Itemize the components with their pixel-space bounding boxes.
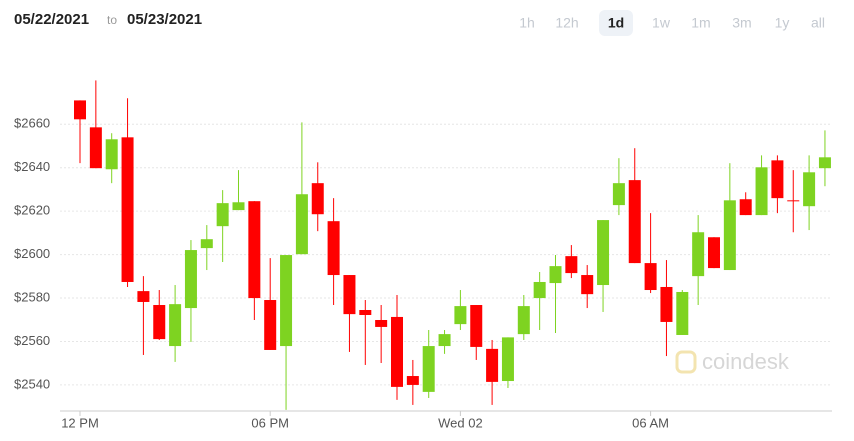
candle-body — [169, 304, 182, 347]
candle-body — [692, 232, 705, 277]
candle-body — [501, 337, 514, 382]
range-label[interactable]: 12h — [555, 15, 578, 31]
range-label[interactable]: 3m — [732, 15, 751, 31]
candle-body — [216, 203, 229, 227]
candle-body — [264, 300, 277, 350]
candle-body — [739, 199, 752, 216]
candle-body — [771, 160, 784, 199]
range-label[interactable]: all — [811, 15, 825, 31]
candle-body — [581, 275, 594, 295]
watermark-text: coindesk — [702, 349, 790, 374]
candle-body — [153, 305, 166, 340]
date-from: 05/22/2021 — [14, 11, 89, 28]
candle-body — [549, 266, 562, 284]
y-tick-label: $2640 — [14, 159, 50, 174]
candle-body — [422, 346, 435, 392]
candle-body — [327, 221, 340, 276]
candle-body — [200, 239, 213, 249]
range-label[interactable]: 1d — [608, 15, 624, 31]
candle-body — [628, 180, 641, 264]
candle-body — [74, 100, 86, 120]
candle-body — [565, 256, 578, 274]
candle-body — [184, 250, 197, 309]
date-separator: to — [107, 13, 117, 27]
candle-body — [787, 200, 800, 202]
watermark: coindesk — [675, 349, 790, 374]
candle-body — [612, 183, 625, 206]
candle-body — [375, 319, 388, 327]
range-label[interactable]: 1w — [652, 15, 671, 31]
range-label[interactable]: 1m — [691, 15, 710, 31]
y-tick-label: $2560 — [14, 333, 50, 348]
x-tick-label: 06 AM — [632, 415, 669, 430]
candle-body — [517, 306, 530, 335]
candle-body — [486, 348, 499, 382]
candle-body — [676, 291, 689, 335]
candle-body — [644, 263, 657, 291]
candle-body — [454, 306, 467, 325]
candle-body — [438, 334, 451, 347]
candle-body — [121, 137, 134, 282]
range-label[interactable]: 1y — [775, 15, 790, 31]
y-tick-label: $2620 — [14, 203, 50, 218]
candle-body — [597, 220, 610, 286]
candle-body — [803, 172, 816, 207]
candle-body — [232, 202, 245, 211]
x-tick-label: 12 PM — [61, 415, 99, 430]
candle-body — [755, 167, 768, 216]
candle-body — [470, 305, 483, 347]
plot — [60, 80, 832, 416]
candle-body — [280, 255, 293, 347]
y-tick-label: $2660 — [14, 116, 50, 131]
candle-body — [818, 157, 831, 169]
y-tick-label: $2600 — [14, 246, 50, 261]
range-label[interactable]: 1h — [519, 15, 535, 31]
candle-body — [723, 200, 736, 271]
candle-body — [89, 127, 102, 169]
candle-body — [343, 275, 356, 315]
candle-body — [660, 286, 673, 322]
x-tick-label: 06 PM — [251, 415, 289, 430]
y-tick-label: $2540 — [14, 376, 50, 391]
candle-body — [311, 183, 324, 215]
candle-body — [533, 281, 546, 299]
y-tick-label: $2580 — [14, 289, 50, 304]
candle-body — [105, 139, 118, 170]
candle-body — [295, 194, 308, 255]
candle-body — [391, 316, 403, 387]
candle-body — [406, 376, 419, 385]
x-tick-label: Wed 02 — [438, 415, 483, 430]
candle-body — [708, 237, 720, 269]
candle-body — [359, 310, 372, 315]
date-to: 05/23/2021 — [127, 11, 202, 28]
range-button[interactable] — [599, 10, 633, 36]
candle-body — [137, 291, 150, 302]
watermark-icon — [675, 350, 697, 374]
candle-body — [248, 201, 261, 299]
